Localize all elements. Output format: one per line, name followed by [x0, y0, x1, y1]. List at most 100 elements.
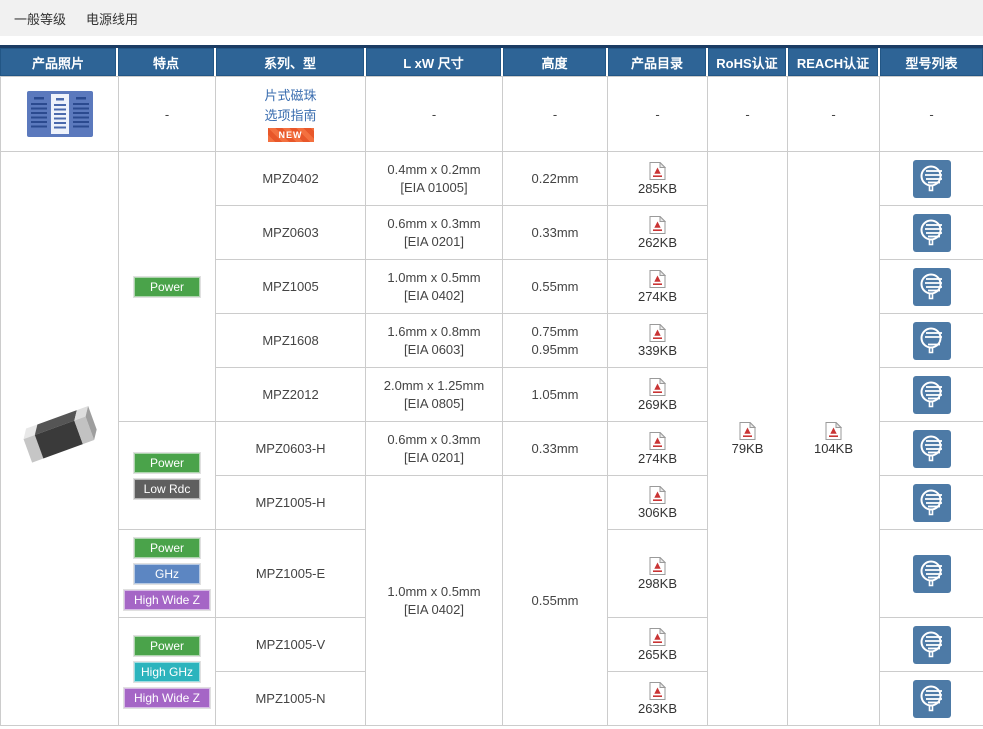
header-model-list: 型号列表	[880, 48, 983, 76]
header-features: 特点	[118, 48, 214, 76]
table-row: Power MPZ0402 0.4mm x 0.2mm [EIA 01005] 0…	[0, 151, 983, 726]
features-cell-group3: Power GHz High Wide Z	[118, 529, 216, 618]
pdf-icon	[649, 323, 666, 342]
series-name: MPZ2012	[215, 367, 366, 422]
table-row: MPZ1005-N 263KB	[1, 671, 983, 726]
guide-size-dash: -	[365, 76, 503, 152]
chip-ferrite-bead-photo	[23, 405, 97, 463]
series-name: MPZ1608	[215, 313, 366, 368]
table-row: Power GHz High Wide Z MPZ1005-E 298KB	[1, 529, 983, 618]
guide-catalog-dash: -	[607, 76, 708, 152]
model-list-link[interactable]	[879, 529, 983, 618]
header-catalog: 产品目录	[608, 48, 706, 76]
series-name: MPZ1005-H	[215, 475, 366, 530]
guide-icon-cell[interactable]	[0, 76, 119, 152]
model-list-search-icon	[912, 625, 951, 664]
model-list-link[interactable]	[879, 259, 983, 314]
reach-pdf-link[interactable]: 104KB	[787, 151, 880, 726]
model-list-search-icon	[912, 213, 951, 252]
model-list-link[interactable]	[879, 617, 983, 672]
header-product-photo: 产品照片	[0, 48, 116, 76]
pdf-icon	[649, 485, 666, 504]
model-list-link[interactable]	[879, 151, 983, 206]
size-cell: 0.6mm x 0.3mm [EIA 0201]	[365, 205, 503, 260]
feature-badge-ghz: GHz	[133, 562, 201, 585]
catalog-pdf-link[interactable]: 262KB	[607, 205, 708, 260]
guide-models-dash: -	[879, 76, 983, 152]
height-cell: 0.33mm	[502, 205, 608, 260]
model-list-link[interactable]	[879, 313, 983, 368]
pdf-icon	[649, 431, 666, 450]
series-name: MPZ0603-H	[215, 421, 366, 476]
catalog-pdf-link[interactable]: 298KB	[607, 529, 708, 618]
model-list-search-icon	[912, 679, 951, 718]
header-height: 高度	[503, 48, 606, 76]
model-list-search-icon	[912, 483, 951, 522]
model-list-link[interactable]	[879, 671, 983, 726]
guide-row: - 片式磁珠 选项指南 NEW - - - - - -	[0, 76, 983, 152]
top-tab-bar: 一般等级 电源线用	[0, 0, 983, 36]
header-series-type: 系列、型	[216, 48, 364, 76]
catalog-pdf-link[interactable]: 269KB	[607, 367, 708, 422]
model-list-link[interactable]	[879, 205, 983, 260]
series-name: MPZ0603	[215, 205, 366, 260]
size-cell: 1.6mm x 0.8mm [EIA 0603]	[365, 313, 503, 368]
model-list-link[interactable]	[879, 367, 983, 422]
product-table: 产品照片 特点 系列、型 L xW 尺寸 高度 产品目录 RoHS认证 REAC…	[0, 45, 983, 726]
rohs-pdf-link[interactable]: 79KB	[707, 151, 788, 726]
size-cell-merged: 1.0mm x 0.5mm [EIA 0402]	[365, 475, 503, 726]
catalog-pdf-link[interactable]: 274KB	[607, 421, 708, 476]
size-cell: 0.6mm x 0.3mm [EIA 0201]	[365, 421, 503, 476]
pdf-icon	[649, 627, 666, 646]
model-list-link[interactable]	[879, 475, 983, 530]
features-cell-group1: Power	[118, 151, 216, 422]
catalog-pdf-link[interactable]: 339KB	[607, 313, 708, 368]
catalog-pdf-link[interactable]: 306KB	[607, 475, 708, 530]
tab-power-line[interactable]: 电源线用	[86, 11, 139, 27]
guide-reach-dash: -	[787, 76, 880, 152]
features-cell-group4: Power High GHz High Wide Z	[118, 617, 216, 726]
pdf-icon	[649, 215, 666, 234]
model-list-search-icon	[912, 554, 951, 593]
model-list-search-icon	[912, 267, 951, 306]
catalog-pdf-link[interactable]: 263KB	[607, 671, 708, 726]
height-cell: 0.33mm	[502, 421, 608, 476]
pdf-icon	[649, 161, 666, 180]
table-row: MPZ2012 2.0mm x 1.25mm [EIA 0805] 1.05mm …	[1, 367, 983, 422]
guide-link-cell: 片式磁珠 选项指南 NEW	[215, 76, 366, 152]
table-row: MPZ1005-H 1.0mm x 0.5mm [EIA 0402] 0.55mm…	[1, 475, 983, 726]
selection-guide-icon	[26, 91, 93, 137]
header-rohs: RoHS认证	[708, 48, 786, 76]
guide-features-dash: -	[118, 76, 216, 152]
height-cell: 1.05mm	[502, 367, 608, 422]
pdf-icon	[649, 377, 666, 396]
table-row: MPZ1608 1.6mm x 0.8mm [EIA 0603] 0.75mm 0.…	[1, 313, 983, 368]
guide-rohs-dash: -	[707, 76, 788, 152]
pdf-icon	[825, 421, 842, 440]
feature-badge-low-rdc: Low Rdc	[133, 477, 201, 500]
model-list-search-icon	[912, 429, 951, 468]
product-photo-cell	[0, 151, 119, 726]
product-table-body: - 片式磁珠 选项指南 NEW - - - - - -	[0, 76, 983, 726]
feature-badge-high-wide-z: High Wide Z	[123, 588, 211, 611]
series-name: MPZ0402	[215, 151, 366, 206]
feature-badge-power: Power	[133, 451, 201, 474]
catalog-pdf-link[interactable]: 274KB	[607, 259, 708, 314]
model-list-search-icon	[912, 159, 951, 198]
selection-guide-link[interactable]: 片式磁珠 选项指南	[264, 88, 317, 123]
model-list-search-icon	[912, 321, 951, 360]
size-cell: 1.0mm x 0.5mm [EIA 0402]	[365, 259, 503, 314]
tab-general-grade[interactable]: 一般等级	[14, 11, 67, 27]
pdf-icon	[649, 269, 666, 288]
size-cell: 2.0mm x 1.25mm [EIA 0805]	[365, 367, 503, 422]
series-name: MPZ1005-N	[215, 671, 366, 726]
new-badge: NEW	[267, 128, 314, 142]
catalog-pdf-link[interactable]: 265KB	[607, 617, 708, 672]
catalog-pdf-link[interactable]: 285KB	[607, 151, 708, 206]
model-list-link[interactable]	[879, 421, 983, 476]
table-row: Power Low Rdc MPZ0603-H 0.6mm x 0.3mm [EI…	[1, 421, 983, 530]
features-cell-group2: Power Low Rdc	[118, 421, 216, 530]
size-cell: 0.4mm x 0.2mm [EIA 01005]	[365, 151, 503, 206]
height-cell-merged: 0.55mm	[502, 475, 608, 726]
feature-badge-power: Power	[133, 275, 201, 298]
